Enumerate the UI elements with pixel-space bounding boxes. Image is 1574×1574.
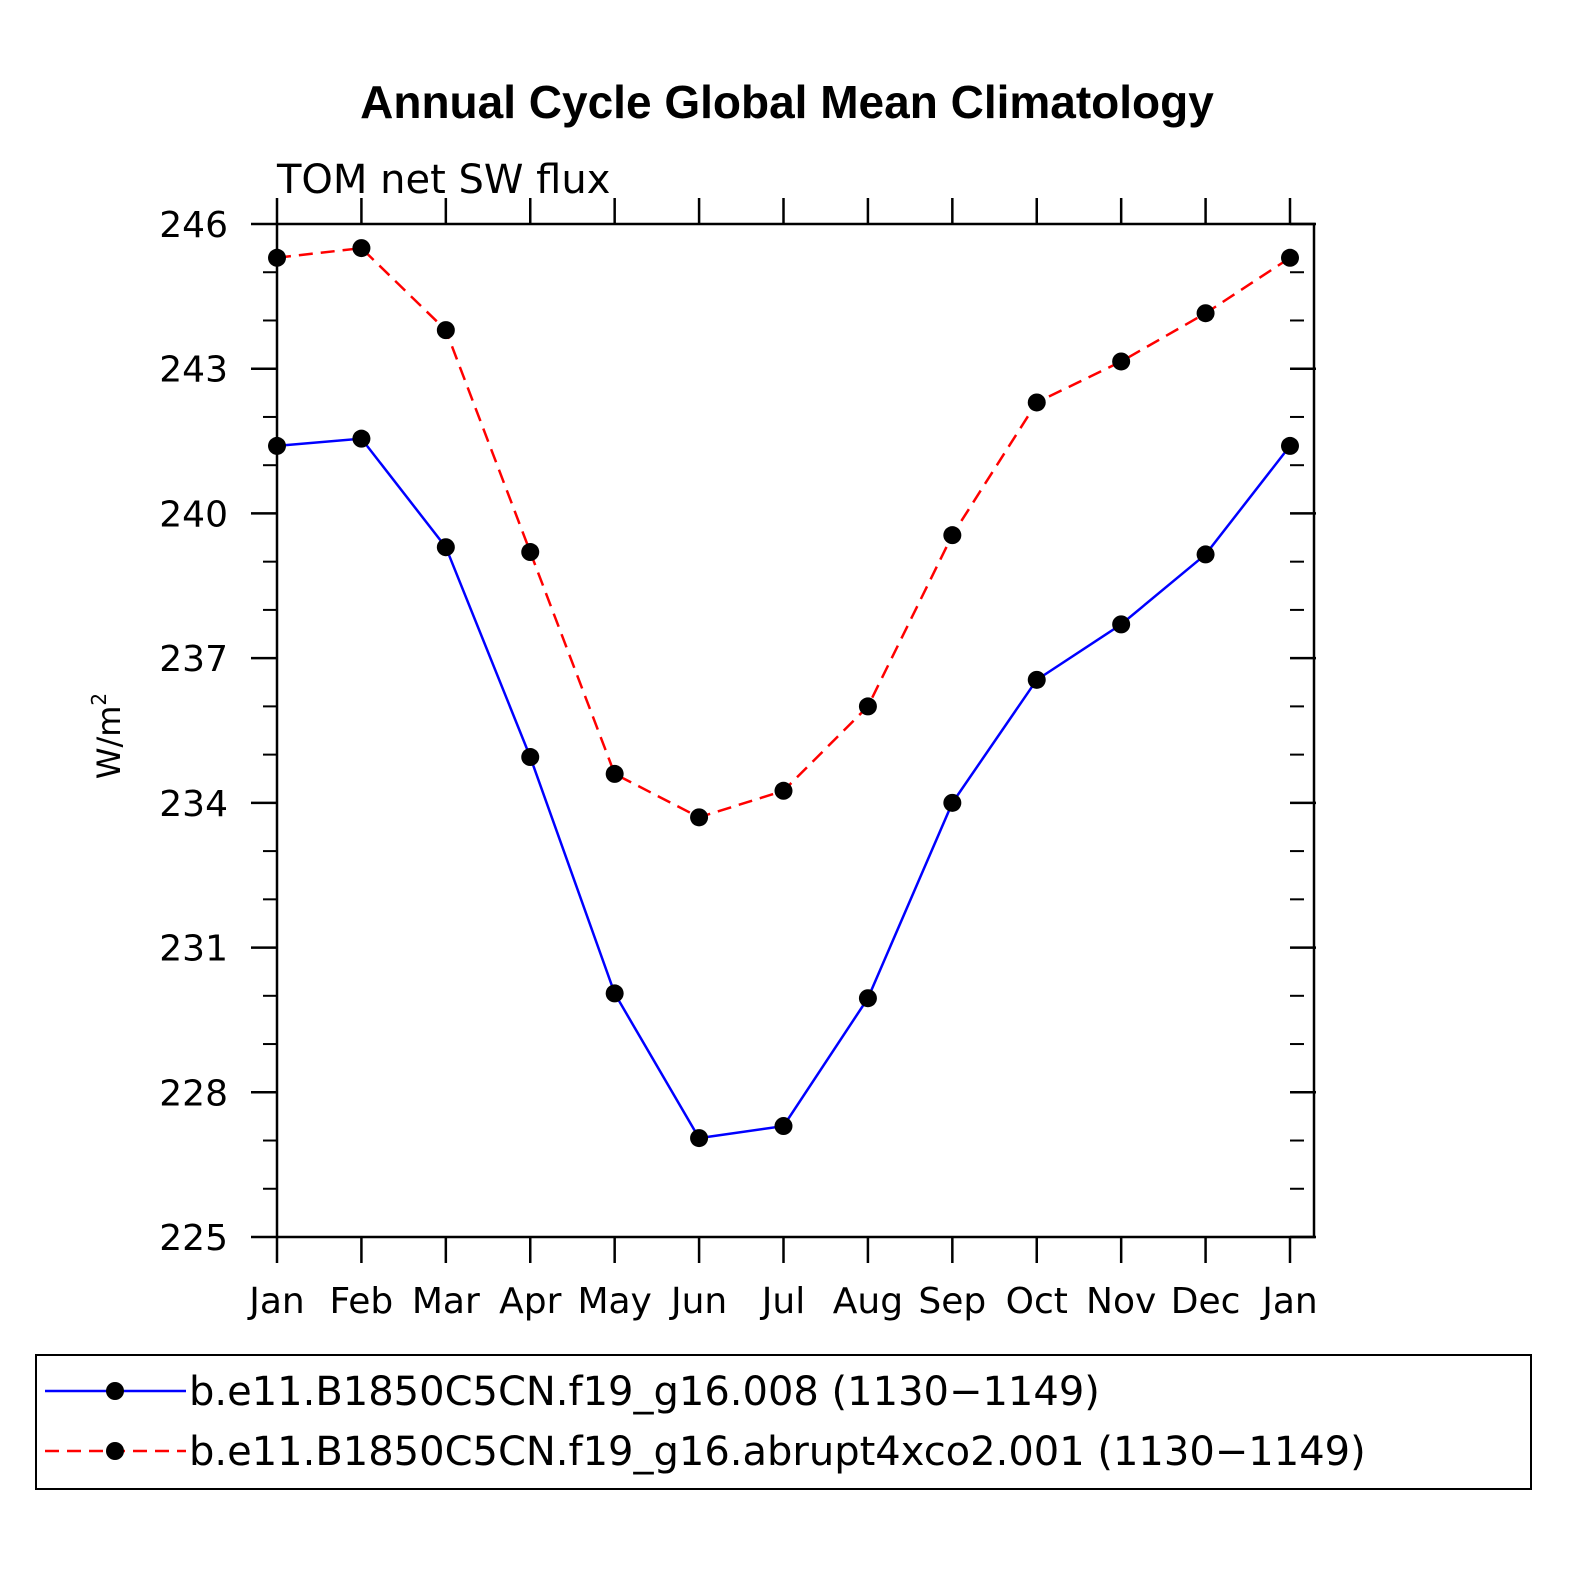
data-point-series1-apr-3	[521, 748, 540, 767]
plot-frame	[275, 222, 1316, 1239]
data-point-series2-aug-7	[858, 697, 877, 716]
x-tick-label-jan: Jan	[1260, 1281, 1318, 1322]
data-point-series1-nov-10	[1112, 615, 1131, 634]
x-tick-label-apr: Apr	[499, 1281, 561, 1322]
data-point-series2-sep-8	[943, 526, 962, 545]
data-point-series1-jul-6	[774, 1117, 793, 1136]
series-line-2	[276, 246, 1291, 819]
x-tick-label-jun: Jun	[669, 1281, 727, 1322]
y-axis-label: W/m2	[87, 693, 128, 779]
y-tick-label-228: 228	[159, 1073, 228, 1114]
x-tick-label-aug: Aug	[833, 1281, 903, 1322]
axis-ticks	[251, 198, 1316, 1263]
y-tick-label-243: 243	[159, 350, 228, 391]
x-tick-label-mar: Mar	[412, 1281, 480, 1322]
data-point-series1-jan-12	[1281, 436, 1299, 455]
legend-label-1: b.e11.B1850C5CN.f19_g16.008 (1130−1149)	[189, 1369, 1100, 1415]
x-tick-label-may: May	[577, 1281, 651, 1322]
data-point-series1-mar-2	[436, 538, 455, 557]
data-point-series2-feb-1	[352, 239, 371, 258]
y-tick-label-237: 237	[159, 639, 228, 680]
data-point-series2-jun-5	[690, 808, 709, 827]
legend-marker-2	[106, 1442, 124, 1460]
y-tick-label-225: 225	[159, 1218, 228, 1259]
data-point-series2-jul-6	[774, 781, 793, 800]
legend: b.e11.B1850C5CN.f19_g16.008 (1130−1149) b…	[35, 1354, 1532, 1490]
data-point-series1-jun-5	[690, 1129, 709, 1148]
data-point-series1-may-4	[605, 984, 624, 1003]
x-tick-label-sep: Sep	[918, 1281, 986, 1322]
chart-subtitle: TOM net SW flux	[276, 157, 610, 203]
legend-marker-1	[106, 1382, 124, 1400]
x-tick-label-jul: Jul	[760, 1281, 805, 1322]
data-point-series2-may-4	[605, 764, 624, 783]
data-point-series2-apr-3	[521, 543, 540, 562]
chart-title: Annual Cycle Global Mean Climatology	[360, 76, 1214, 128]
data-point-series2-dec-11	[1196, 304, 1215, 323]
data-point-series1-dec-11	[1196, 545, 1215, 564]
y-axis-label-text: W/m	[90, 706, 128, 780]
y-tick-label-240: 240	[159, 494, 228, 535]
data-point-series2-nov-10	[1112, 352, 1131, 371]
data-point-series1-oct-9	[1027, 670, 1046, 689]
x-tick-label-jan: Jan	[247, 1281, 305, 1322]
series-layer	[268, 239, 1299, 1148]
y-tick-label-246: 246	[159, 205, 228, 246]
data-point-series2-oct-9	[1027, 393, 1046, 412]
data-point-series1-aug-7	[858, 989, 877, 1008]
y-tick-label-234: 234	[159, 784, 228, 825]
data-point-series2-mar-2	[436, 321, 455, 340]
y-axis-label-superscript: 2	[87, 693, 111, 706]
legend-box	[35, 1354, 1532, 1490]
data-point-series1-feb-1	[352, 429, 371, 448]
y-tick-labels: 225 228 231 234 237 240 243 246	[159, 205, 228, 1259]
legend-label-2: b.e11.B1850C5CN.f19_g16.abrupt4xco2.001 …	[189, 1429, 1366, 1475]
y-tick-label-231: 231	[159, 929, 228, 970]
data-point-series1-sep-8	[943, 793, 962, 812]
svg-text:W/m2: W/m2	[87, 693, 128, 779]
data-point-series2-jan-12	[1281, 248, 1299, 267]
x-tick-label-oct: Oct	[1006, 1281, 1068, 1322]
x-tick-label-dec: Dec	[1171, 1281, 1241, 1322]
x-tick-label-nov: Nov	[1086, 1281, 1156, 1322]
x-tick-labels: Jan Feb Mar Apr May Jun Jul Aug Sep Oct Nov Dec Jan	[247, 1281, 1318, 1322]
x-tick-label-feb: Feb	[330, 1281, 394, 1322]
